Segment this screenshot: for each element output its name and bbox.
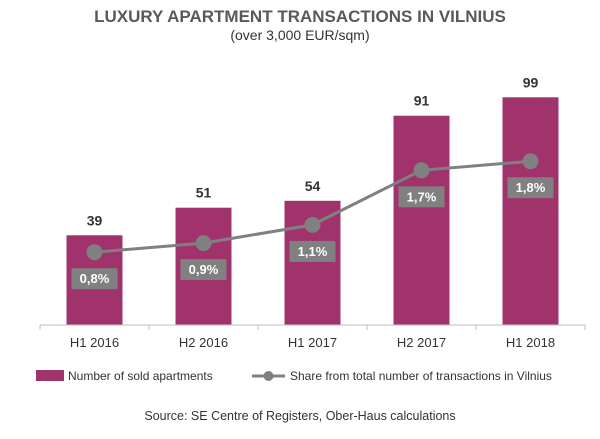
legend-line-marker bbox=[263, 371, 274, 381]
share-point bbox=[413, 162, 430, 179]
legend-line-label: Share from total number of transactions … bbox=[290, 369, 552, 383]
x-axis-tick-label: H1 2018 bbox=[506, 335, 555, 350]
share-label-box bbox=[71, 268, 118, 290]
x-axis-ticks bbox=[39, 325, 586, 330]
legend: Number of sold apartments Share from tot… bbox=[36, 369, 552, 383]
chart-subtitle: (over 3,000 EUR/sqm) bbox=[230, 27, 369, 43]
share-point bbox=[522, 153, 539, 170]
x-axis-tick-label: H2 2016 bbox=[179, 335, 228, 350]
share-label-box bbox=[398, 186, 445, 208]
bar-series bbox=[66, 97, 559, 325]
share-point bbox=[195, 235, 212, 252]
share-value-label: 0,9% bbox=[189, 262, 219, 277]
x-axis-tick-labels: H1 2016 H2 2016 H1 2017 H2 2017 H1 2018 bbox=[70, 335, 555, 350]
legend-bar-swatch bbox=[36, 370, 64, 381]
legend-bar-label: Number of sold apartments bbox=[68, 369, 213, 383]
bar-value-label: 91 bbox=[414, 93, 430, 109]
share-line-series: 0,8% 0,9% 1,1% 1,7% 1,8% bbox=[71, 153, 554, 290]
share-value-label: 1,7% bbox=[407, 189, 437, 204]
bar bbox=[393, 115, 450, 325]
x-axis-tick-label: H1 2016 bbox=[70, 335, 119, 350]
bar bbox=[502, 97, 559, 325]
share-label-box bbox=[507, 177, 554, 199]
chart-title: LUXURY APARTMENT TRANSACTIONS IN VILNIUS bbox=[94, 7, 506, 26]
share-point bbox=[86, 244, 103, 261]
share-value-label: 0,8% bbox=[80, 271, 110, 286]
bar-value-label: 39 bbox=[87, 212, 103, 228]
share-label-box bbox=[180, 259, 227, 281]
source-note: Source: SE Centre of Registers, Ober-Hau… bbox=[144, 409, 455, 423]
bar-value-label: 99 bbox=[523, 74, 539, 90]
share-value-label: 1,8% bbox=[516, 180, 546, 195]
bar-value-labels: 39 51 54 91 99 bbox=[87, 74, 539, 228]
x-axis-tick-label: H2 2017 bbox=[397, 335, 446, 350]
share-label-box bbox=[289, 240, 336, 262]
bar-value-label: 51 bbox=[196, 185, 212, 201]
share-point bbox=[304, 216, 321, 233]
bar-value-label: 54 bbox=[305, 178, 321, 194]
share-value-label: 1,1% bbox=[298, 244, 328, 259]
x-axis-tick-label: H1 2017 bbox=[288, 335, 337, 350]
